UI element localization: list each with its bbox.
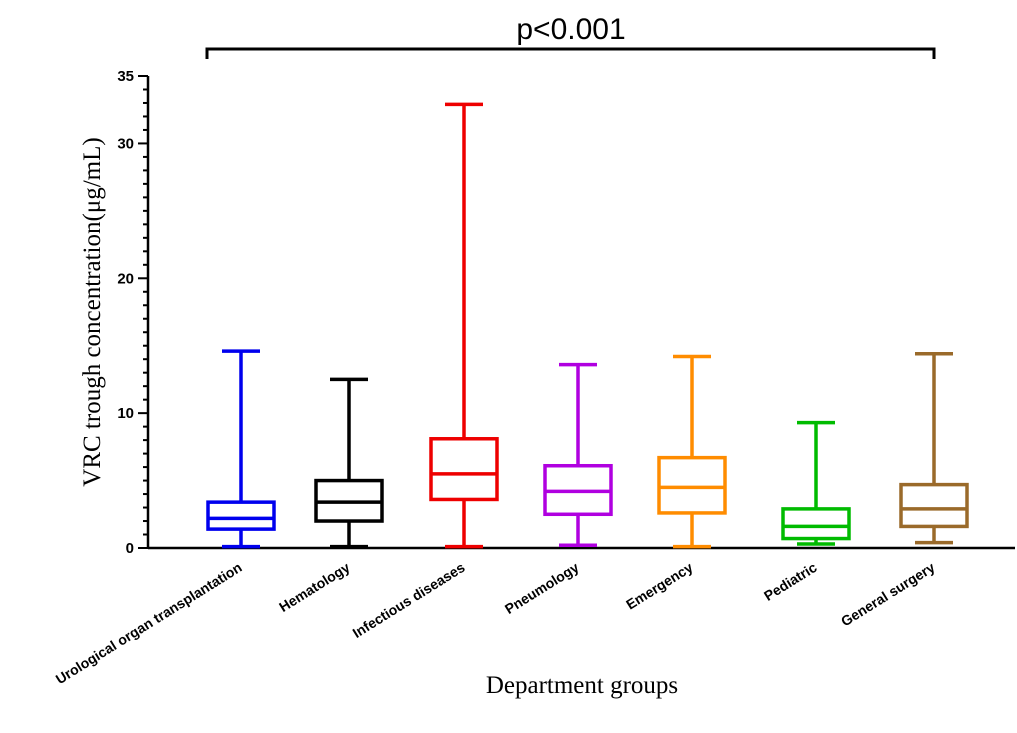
- y-tick-label: 20: [117, 270, 134, 287]
- y-tick-label: 30: [117, 135, 134, 152]
- y-tick-label: 35: [117, 68, 134, 85]
- x-tick-label: General surgery: [838, 559, 938, 630]
- labels: Urological organ transplantation Hematolo…: [53, 559, 938, 687]
- x-tick-label: Urological organ transplantation: [53, 559, 245, 687]
- y-tick-label: 0: [126, 540, 134, 557]
- x-tick-label: Pediatric: [761, 559, 820, 604]
- box-1: [206, 349, 276, 549]
- box-4: [543, 362, 613, 548]
- box-6: [781, 420, 851, 546]
- significance-bracket: p<0.001: [205, 13, 936, 59]
- axes: 0 10 20 30 35: [117, 68, 1015, 557]
- box-2: [314, 377, 384, 549]
- box-5: [657, 354, 727, 549]
- box-7: [899, 352, 969, 545]
- y-tick-label: 10: [117, 405, 134, 422]
- iqr-box: [781, 507, 851, 541]
- bracket-line: [205, 47, 936, 59]
- x-tick-label: Hematology: [276, 559, 353, 615]
- iqr-box: [206, 500, 276, 531]
- box-3: [429, 102, 499, 549]
- x-tick-label: Infectious diseases: [350, 559, 468, 641]
- x-tick-label: Emergency: [623, 559, 696, 613]
- iqr-box: [429, 437, 499, 502]
- x-tick-label: Pneumology: [502, 559, 582, 617]
- iqr-box: [899, 482, 969, 529]
- significance-label: p<0.001: [516, 13, 625, 46]
- x-axis-title: Department groups: [486, 672, 678, 699]
- y-axis-title: VRC trough concentration(μg/mL): [79, 137, 106, 486]
- boxes: [206, 102, 969, 549]
- iqr-box: [657, 455, 727, 515]
